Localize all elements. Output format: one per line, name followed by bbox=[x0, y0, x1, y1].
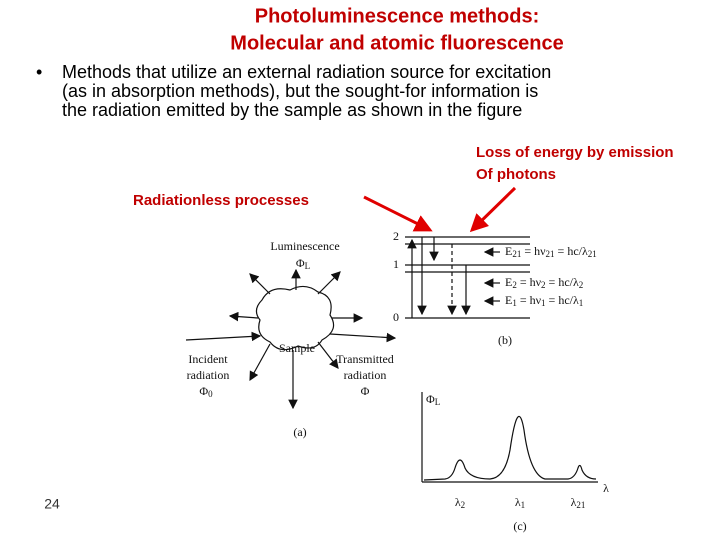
caption: (a) bbox=[293, 425, 306, 439]
equation-part: = hc/λ bbox=[546, 293, 579, 307]
level-label: 0 bbox=[393, 310, 399, 324]
bullet-line: (as in absorption methods), but the soug… bbox=[62, 81, 538, 101]
subscript: 2 bbox=[461, 500, 466, 510]
label: radiation bbox=[344, 368, 387, 382]
title-line: Molecular and atomic fluorescence bbox=[230, 32, 563, 54]
figure-a: Luminescence ΦL Sample Incident radiatio… bbox=[185, 239, 397, 439]
level-label: 1 bbox=[393, 257, 399, 271]
equation-part: = hν bbox=[517, 275, 542, 289]
peak-label: λ21 bbox=[571, 495, 586, 510]
subscript: 21 bbox=[576, 500, 585, 510]
subscript: L bbox=[435, 397, 441, 407]
axis-symbol: ΦL bbox=[426, 392, 440, 407]
sample-blob bbox=[255, 285, 335, 351]
subscript: 21 bbox=[588, 249, 597, 259]
equation-part: E bbox=[505, 275, 512, 289]
equation-part: = hν bbox=[517, 293, 542, 307]
equation-part: E bbox=[505, 293, 512, 307]
annotation: Of photons bbox=[476, 166, 556, 183]
arrow bbox=[317, 341, 339, 369]
equation-part: = hc/λ bbox=[555, 244, 588, 258]
subscript: 2 bbox=[579, 280, 584, 290]
annotation: Radiationless processes bbox=[133, 192, 309, 209]
label: Incident bbox=[188, 352, 228, 366]
subscript: 2 bbox=[541, 280, 546, 290]
equation: E1 = hν1 = hc/λ1 bbox=[505, 293, 583, 308]
label: radiation bbox=[187, 368, 230, 382]
subscript: 21 bbox=[546, 249, 555, 259]
symbol: Φ bbox=[426, 392, 435, 406]
bullet-line: the radiation emitted by the sample as s… bbox=[62, 100, 522, 120]
equation-part: E bbox=[505, 244, 512, 258]
caption: (b) bbox=[498, 333, 512, 347]
bullet-line: Methods that utilize an external radiati… bbox=[62, 62, 551, 82]
arrow bbox=[249, 273, 271, 295]
equation: E21 = hν21 = hc/λ21 bbox=[505, 244, 597, 259]
page-number: 24 bbox=[44, 496, 60, 512]
subscript: 1 bbox=[521, 500, 526, 510]
subscript: 2 bbox=[512, 280, 517, 290]
incident-arrow bbox=[185, 331, 262, 342]
spectrum bbox=[423, 416, 597, 481]
peak-label: λ1 bbox=[515, 495, 525, 510]
subscript: 0 bbox=[208, 389, 213, 399]
equation-part: = hν bbox=[521, 244, 546, 258]
label: Sample bbox=[279, 341, 315, 355]
label: Luminescence bbox=[270, 239, 339, 253]
peak-label: λ2 bbox=[455, 495, 465, 510]
arrow bbox=[228, 311, 259, 322]
annotation: Loss of energy by emission bbox=[476, 144, 674, 161]
symbol: λ bbox=[515, 495, 521, 509]
axis-symbol: λ bbox=[603, 481, 609, 495]
label: Transmitted bbox=[336, 352, 394, 366]
equation-part: = hc/λ bbox=[546, 275, 579, 289]
subscript: L bbox=[305, 261, 311, 271]
symbol: Φ bbox=[296, 256, 305, 270]
arrow bbox=[317, 271, 341, 295]
arrow bbox=[249, 343, 271, 382]
subscript: 21 bbox=[512, 249, 521, 259]
bullet-marker: • bbox=[36, 62, 42, 82]
transmitted-arrow bbox=[329, 332, 397, 343]
equation: E2 = hν2 = hc/λ2 bbox=[505, 275, 583, 290]
symbol: λ bbox=[455, 495, 461, 509]
symbol: λ bbox=[571, 495, 577, 509]
caption: (c) bbox=[513, 519, 526, 533]
label: ΦL bbox=[296, 256, 310, 271]
red-arrow bbox=[363, 195, 433, 232]
figure-c: ΦL λ (c) λ2 λ1 λ21 bbox=[421, 392, 609, 533]
symbol: Φ bbox=[199, 384, 208, 398]
label: Φ bbox=[361, 384, 370, 398]
subscript: 1 bbox=[579, 298, 584, 308]
title-line: Photoluminescence methods: bbox=[255, 5, 540, 27]
level-label: 2 bbox=[393, 229, 399, 243]
subscript: 1 bbox=[541, 298, 546, 308]
subscript: 1 bbox=[512, 298, 517, 308]
red-arrow bbox=[469, 186, 517, 233]
label: Φ0 bbox=[199, 384, 213, 399]
